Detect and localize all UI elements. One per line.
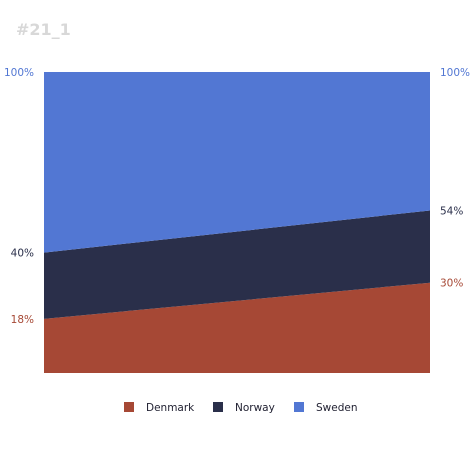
area-denmark	[44, 282, 430, 373]
area-sweden	[44, 72, 430, 253]
left-label-100pct: 100%	[4, 67, 34, 79]
left-end-labels: 18% 40% 100%	[4, 67, 34, 326]
area-layers	[44, 72, 430, 373]
legend-label-denmark: Denmark	[146, 402, 195, 414]
right-label-30pct: 30%	[440, 278, 463, 290]
chart-title: #21_1	[16, 20, 71, 39]
area-norway	[44, 210, 430, 319]
legend-swatch-sweden	[294, 402, 304, 412]
right-label-100pct: 100%	[440, 67, 470, 79]
right-label-54pct: 54%	[440, 205, 463, 217]
legend-label-sweden: Sweden	[316, 402, 358, 414]
left-label-40pct: 40%	[11, 248, 34, 260]
legend: Denmark Norway Sweden	[124, 402, 358, 414]
legend-swatch-norway	[213, 402, 223, 412]
legend-label-norway: Norway	[235, 402, 275, 414]
legend-swatch-denmark	[124, 402, 134, 412]
left-label-18pct: 18%	[11, 314, 34, 326]
right-end-labels: 30% 54% 100%	[440, 67, 470, 290]
